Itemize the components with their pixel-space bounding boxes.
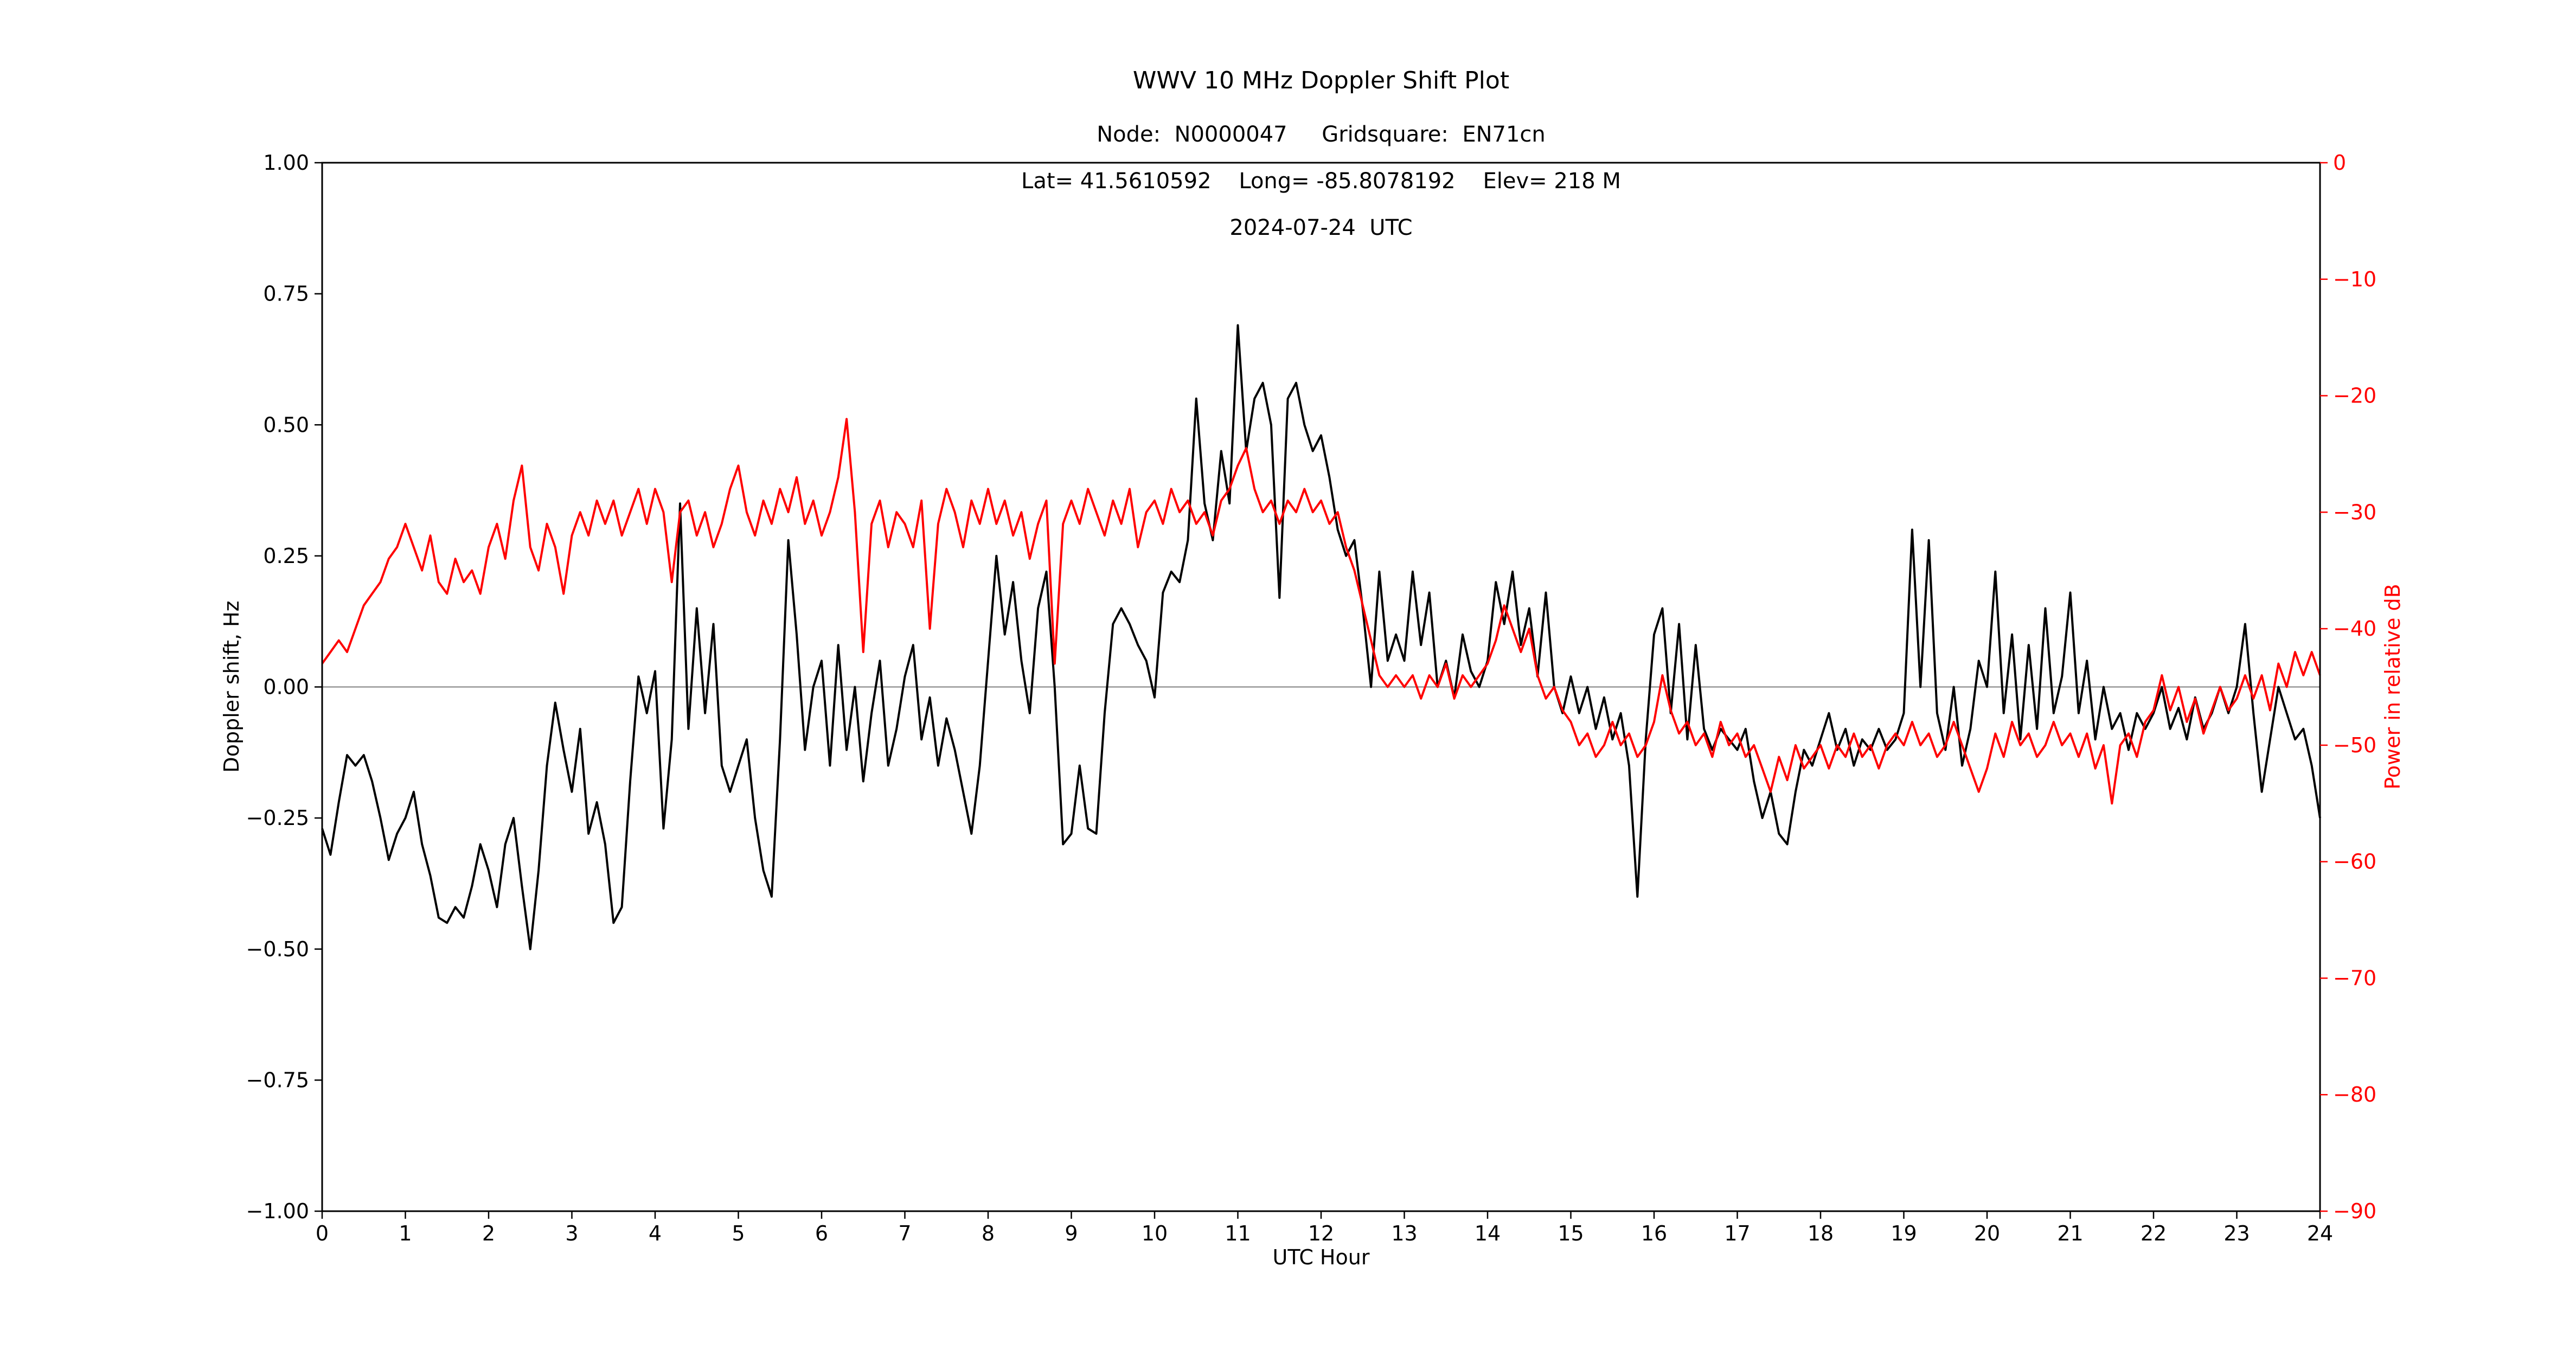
x-tick-label: 16 [1641,1221,1667,1245]
right-tick-label: −70 [2333,966,2376,990]
right-tick-label: −80 [2333,1083,2376,1106]
right-tick-label: −20 [2333,384,2376,408]
x-tick-label: 7 [898,1221,911,1245]
x-tick-label: 1 [399,1221,412,1245]
chart-title-block: WWV 10 MHz Doppler Shift Plot Node: N000… [322,46,2320,261]
x-tick-label: 20 [1974,1221,2000,1245]
left-tick-label: 0.50 [263,413,309,437]
right-tick-label: −60 [2333,850,2376,874]
x-tick-label: 5 [732,1221,745,1245]
left-tick-label: −1.00 [246,1199,309,1223]
chart-title: WWV 10 MHz Doppler Shift Plot [1132,67,1510,94]
doppler-series-line [321,324,2321,950]
right-tick-label: −10 [2333,267,2376,291]
left-tick-label: 1.00 [263,151,309,175]
chart-subtitle-node: Node: N0000047 Gridsquare: EN71cn [1097,122,1546,147]
right-tick-label: −40 [2333,617,2376,641]
x-axis-ticks: 0 1 2 3 4 5 6 7 8 9 10 11 12 13 14 15 16 17 18 19 20 21 22 23 24 [316,1211,2333,1245]
x-tick-label: 2 [482,1221,495,1245]
x-tick-label: 3 [565,1221,578,1245]
x-tick-label: 13 [1391,1221,1417,1245]
x-tick-label: 24 [2307,1221,2333,1245]
x-tick-label: 4 [649,1221,662,1245]
x-tick-label: 22 [2141,1221,2167,1245]
right-tick-label: −90 [2333,1199,2376,1223]
x-tick-label: 12 [1308,1221,1334,1245]
x-tick-label: 14 [1475,1221,1501,1245]
left-tick-label: −0.50 [246,937,309,961]
x-tick-label: 18 [1808,1221,1834,1245]
left-tick-label: −0.25 [246,806,309,830]
right-tick-label: 0 [2333,151,2346,175]
x-tick-label: 15 [1558,1221,1584,1245]
x-tick-label: 23 [2223,1221,2250,1245]
right-axis-ticks: 0 −10 −20 −30 −40 −50 −60 −70 −80 −90 [2320,151,2376,1223]
x-tick-label: 0 [316,1221,329,1245]
x-axis-label: UTC Hour [1272,1245,1370,1269]
x-tick-label: 9 [1065,1221,1078,1245]
right-tick-label: −50 [2333,733,2376,757]
x-tick-label: 19 [1891,1221,1917,1245]
x-tick-label: 11 [1225,1221,1251,1245]
left-tick-label: −0.75 [246,1068,309,1092]
left-tick-label: 0.00 [263,675,309,699]
x-tick-label: 10 [1142,1221,1168,1245]
left-axis-ticks: 1.00 0.75 0.50 0.25 0.00 −0.25 −0.50 −0.75 −1.00 [246,151,322,1223]
left-tick-label: 0.25 [263,544,309,568]
right-tick-label: −30 [2333,500,2376,524]
chart-subtitle-date: 2024-07-24 UTC [1229,215,1413,240]
power-series-line [321,418,2321,805]
x-tick-label: 8 [982,1221,995,1245]
x-tick-label: 17 [1724,1221,1750,1245]
x-tick-label: 21 [2057,1221,2083,1245]
chart-subtitle-location: Lat= 41.5610592 Long= -85.8078192 Elev= … [1021,169,1621,194]
x-tick-label: 6 [815,1221,828,1245]
left-tick-label: 0.75 [263,282,309,306]
